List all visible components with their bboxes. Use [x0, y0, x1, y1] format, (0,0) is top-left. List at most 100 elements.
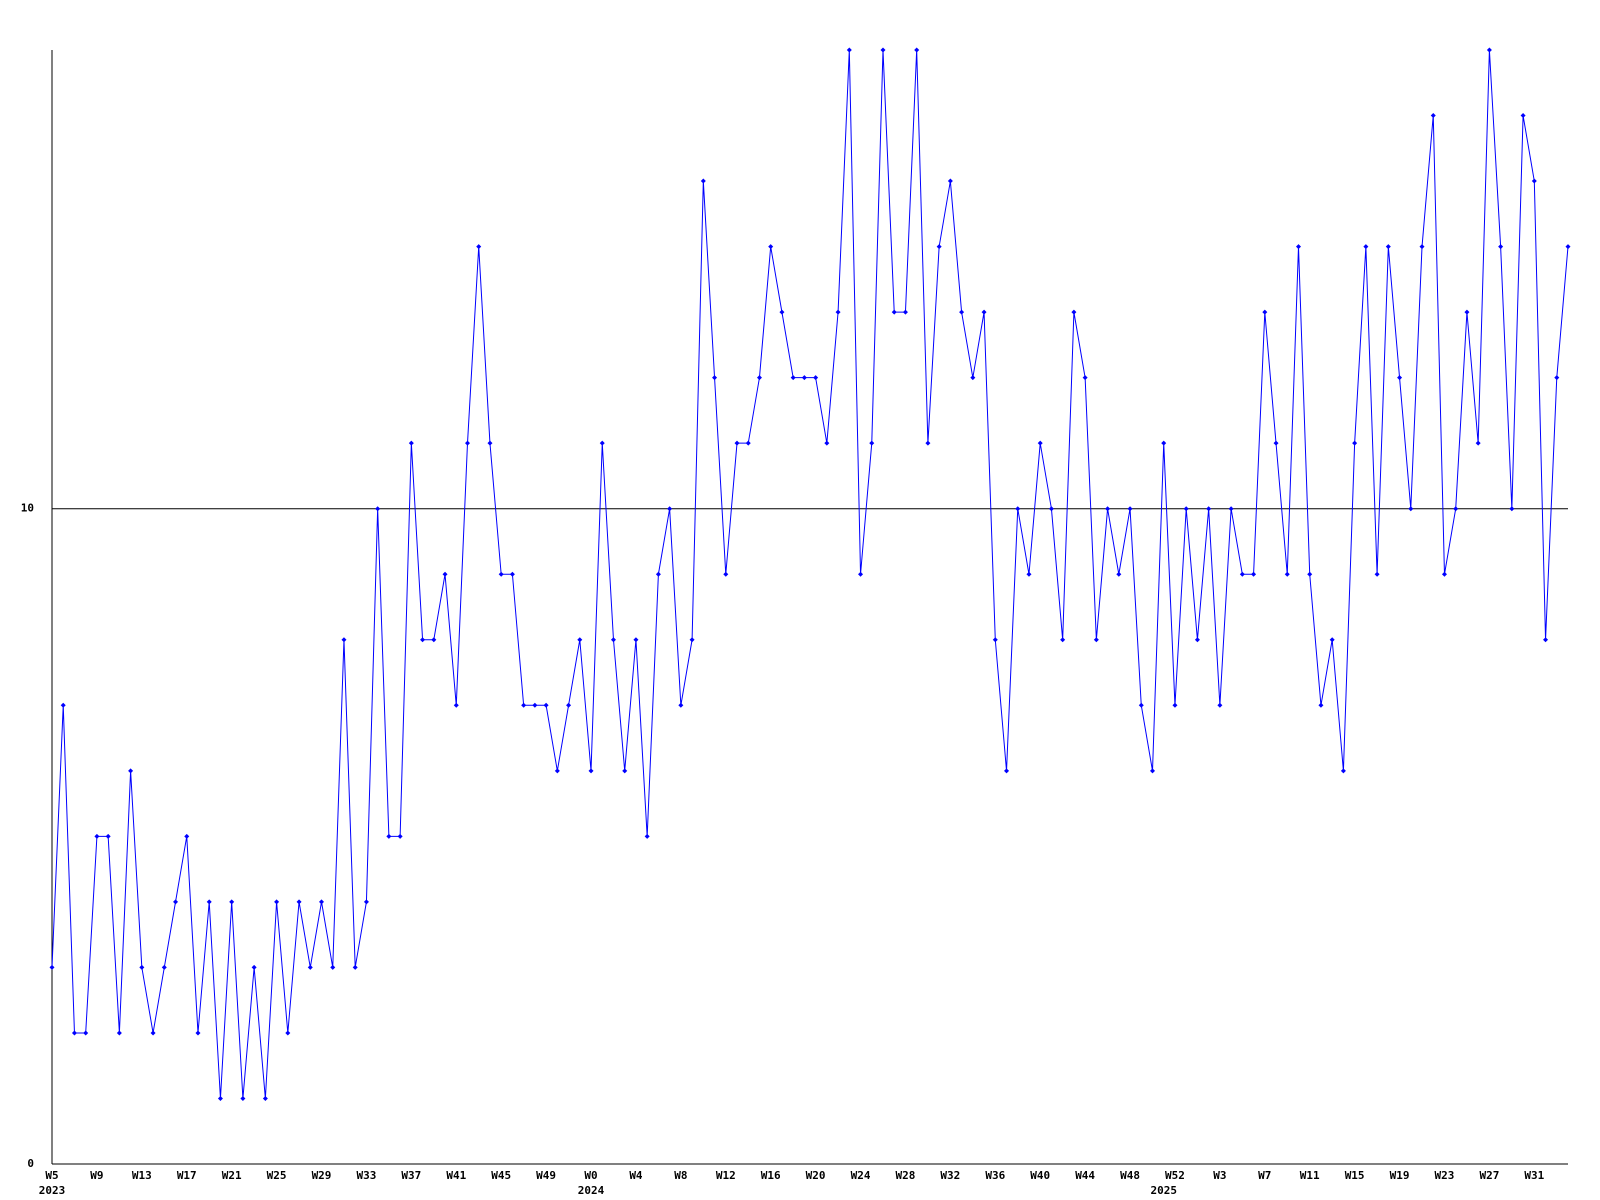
x-tick-label: W17: [177, 1169, 197, 1182]
point: [1004, 768, 1010, 774]
point: [1217, 702, 1223, 708]
point: [790, 375, 796, 381]
x-tick-label: W41: [446, 1169, 466, 1182]
point: [689, 637, 695, 643]
point: [464, 440, 470, 446]
point: [1352, 440, 1358, 446]
point: [1340, 768, 1346, 774]
point: [880, 47, 886, 53]
point: [1509, 506, 1515, 512]
point: [386, 833, 392, 839]
point: [1262, 309, 1268, 315]
point: [959, 309, 965, 315]
point: [240, 1095, 246, 1101]
point: [206, 899, 212, 905]
point: [756, 375, 762, 381]
point: [1318, 702, 1324, 708]
point: [1183, 506, 1189, 512]
point: [408, 440, 414, 446]
point: [1251, 571, 1257, 577]
point: [1015, 506, 1021, 512]
x-tick-label: W40: [1030, 1169, 1050, 1182]
y-tick-label: 0: [27, 1157, 34, 1170]
x-tick-label: W48: [1120, 1169, 1140, 1182]
point: [1520, 113, 1526, 119]
point: [644, 833, 650, 839]
point: [161, 964, 167, 970]
point: [285, 1030, 291, 1036]
point: [745, 440, 751, 446]
point: [712, 375, 718, 381]
point: [1060, 637, 1066, 643]
point: [375, 506, 381, 512]
point: [622, 768, 628, 774]
point: [1105, 506, 1111, 512]
point: [1161, 440, 1167, 446]
x-tick-label: W3: [1213, 1169, 1226, 1182]
point: [330, 964, 336, 970]
point: [1093, 637, 1099, 643]
point: [1486, 47, 1492, 53]
x-year-label: 2025: [1150, 1184, 1177, 1197]
point: [509, 571, 515, 577]
point: [970, 375, 976, 381]
point: [1385, 244, 1391, 250]
point: [60, 702, 66, 708]
point: [262, 1095, 268, 1101]
point: [981, 309, 987, 315]
point: [914, 47, 920, 53]
point: [1307, 571, 1313, 577]
x-tick-label: W29: [312, 1169, 332, 1182]
x-tick-label: W24: [851, 1169, 871, 1182]
point: [925, 440, 931, 446]
x-tick-label: W37: [401, 1169, 421, 1182]
point: [1329, 637, 1335, 643]
point: [599, 440, 605, 446]
x-tick-label: W28: [896, 1169, 916, 1182]
point: [420, 637, 426, 643]
point: [251, 964, 257, 970]
point: [1453, 506, 1459, 512]
point: [1464, 309, 1470, 315]
point: [824, 440, 830, 446]
point: [49, 964, 55, 970]
x-tick-label: W4: [629, 1169, 643, 1182]
point: [1138, 702, 1144, 708]
point: [700, 178, 706, 184]
y-tick-label: 10: [21, 502, 34, 515]
point: [1441, 571, 1447, 577]
point: [532, 702, 538, 708]
point: [195, 1030, 201, 1036]
point: [869, 440, 875, 446]
point: [734, 440, 740, 446]
x-tick-label: W12: [716, 1169, 736, 1182]
point: [71, 1030, 77, 1036]
point: [1397, 375, 1403, 381]
point: [1194, 637, 1200, 643]
point: [229, 899, 235, 905]
point: [1475, 440, 1481, 446]
point: [846, 47, 852, 53]
point: [1071, 309, 1077, 315]
point: [1408, 506, 1414, 512]
point: [768, 244, 774, 250]
x-tick-label: W31: [1524, 1169, 1544, 1182]
point: [217, 1095, 223, 1101]
point: [835, 309, 841, 315]
point: [1037, 440, 1043, 446]
x-tick-label: W25: [267, 1169, 287, 1182]
point: [992, 637, 998, 643]
point: [577, 637, 583, 643]
x-year-label: 2023: [39, 1184, 66, 1197]
point: [566, 702, 572, 708]
point: [723, 571, 729, 577]
point: [936, 244, 942, 250]
point: [543, 702, 549, 708]
x-tick-label: W7: [1258, 1169, 1271, 1182]
point: [1239, 571, 1245, 577]
point: [1374, 571, 1380, 577]
point: [1228, 506, 1234, 512]
point: [1150, 768, 1156, 774]
x-tick-label: W45: [491, 1169, 511, 1182]
point: [274, 899, 280, 905]
